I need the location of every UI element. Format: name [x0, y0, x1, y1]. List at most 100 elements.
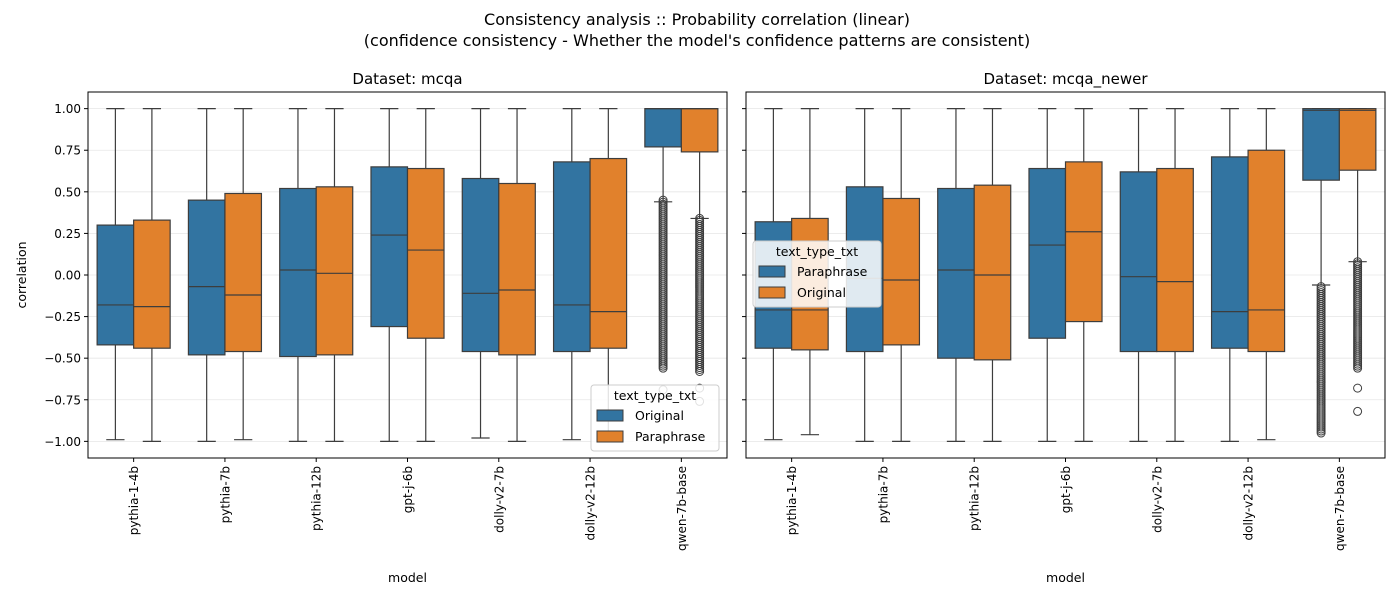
box-paraphrase-pythia-7b: [224, 108, 263, 441]
box-paraphrase-qwen-7b-base: [1302, 108, 1340, 438]
legend-entry-original: Original: [635, 408, 684, 423]
x-tick-label: gpt-j-6b: [1059, 466, 1073, 513]
box-original-dolly-v2-7b: [461, 108, 500, 439]
x-tick-label: qwen-7b-base: [1333, 466, 1347, 551]
x-tick-label: pythia-1-4b: [785, 466, 799, 535]
x-tick-label: dolly-v2-12b: [1242, 466, 1256, 540]
box-paraphrase-gpt-j-6b: [1028, 108, 1067, 442]
box-original-pythia-12b: [973, 108, 1012, 442]
legend-entry-paraphrase: Paraphrase: [797, 264, 868, 279]
box-original-dolly-v2-12b: [1247, 108, 1286, 441]
outlier-point: [1353, 257, 1363, 267]
box-body: [589, 157, 628, 349]
box-body: [1156, 167, 1194, 353]
box-paraphrase-dolly-v2-12b: [1210, 108, 1249, 442]
legend-swatch-original: [596, 409, 624, 422]
y-tick-label: −0.75: [44, 393, 81, 407]
box-body: [1302, 108, 1340, 181]
box-paraphrase-pythia-12b: [937, 108, 975, 442]
box-original-qwen-7b-base: [644, 108, 682, 395]
y-tick-label: 1.00: [54, 102, 81, 116]
box-original-pythia-7b: [187, 108, 226, 442]
box-paraphrase-gpt-j-6b: [406, 108, 445, 442]
legend-title: text_type_txt: [614, 388, 696, 403]
box-paraphrase-pythia-1-4b: [133, 108, 171, 442]
y-tick-label: 0.75: [54, 144, 81, 158]
box-body: [1119, 171, 1158, 353]
x-axis-label: model: [388, 570, 427, 585]
outlier-point: [1353, 406, 1363, 416]
box-paraphrase-dolly-v2-12b: [589, 108, 628, 442]
box-original-dolly-v2-12b: [552, 108, 591, 441]
box-body: [315, 186, 354, 356]
box-body: [1210, 156, 1249, 349]
x-tick-label: dolly-v2-7b: [492, 466, 506, 533]
box-original-pythia-1-4b: [96, 108, 135, 441]
panel-title: Dataset: mcqa_newer: [983, 70, 1148, 89]
box-body: [1338, 108, 1377, 171]
x-tick-label: pythia-7b: [876, 466, 890, 523]
box-original-dolly-v2-7b: [1156, 108, 1194, 442]
box-body: [552, 161, 591, 353]
x-tick-label: pythia-12b: [968, 466, 982, 531]
x-tick-label: dolly-v2-7b: [1150, 466, 1164, 533]
legend-swatch-original: [758, 286, 786, 299]
box-body: [370, 166, 409, 328]
box-original-pythia-7b: [882, 108, 921, 442]
box-body: [498, 182, 536, 356]
legend-entry-paraphrase: Paraphrase: [635, 429, 706, 444]
box-body: [1064, 161, 1103, 323]
legend: text_type_txt Original Paraphrase: [590, 384, 720, 452]
legend-swatch-paraphrase: [758, 265, 786, 278]
panel-1: −1.00 −0.75 −0.50 −0.25 0.00 0.25 0.50 0.75 1.00…: [14, 70, 728, 585]
box-paraphrase-dolly-v2-7b: [1119, 108, 1158, 442]
box-body: [973, 184, 1012, 361]
box-paraphrase-qwen-7b-base: [680, 108, 719, 406]
box-body: [96, 224, 135, 346]
box-original-gpt-j-6b: [370, 108, 409, 442]
box-body: [461, 177, 500, 353]
x-tick-label: gpt-j-6b: [401, 466, 415, 513]
legend-swatch-paraphrase: [596, 430, 624, 443]
box-body: [882, 197, 921, 346]
box-original-pythia-12b: [279, 108, 317, 442]
x-tick-label: pythia-12b: [310, 466, 324, 531]
box-body: [680, 108, 719, 153]
box-body: [1247, 149, 1286, 353]
figure-title-line1: Consistency analysis :: Probability corr…: [484, 10, 910, 29]
box-body: [279, 187, 317, 358]
x-tick-label: qwen-7b-base: [675, 466, 689, 551]
box-paraphrase-dolly-v2-7b: [498, 108, 536, 442]
panels: −1.00 −0.75 −0.50 −0.25 0.00 0.25 0.50 0.75 1.00…: [14, 70, 1386, 585]
legend-title: text_type_txt: [776, 244, 858, 259]
box-body: [187, 199, 226, 356]
box-body: [224, 192, 263, 353]
legend-entry-original: Original: [797, 285, 846, 300]
box-paraphrase-pythia-12b: [315, 108, 354, 442]
y-axis-label: correlation: [14, 241, 29, 308]
y-tick-label: 0.25: [54, 227, 81, 241]
figure-title-line2: (confidence consistency - Whether the mo…: [364, 31, 1030, 50]
box-body: [133, 219, 171, 349]
box-body: [937, 187, 975, 359]
outlier-point: [695, 213, 705, 223]
panel-2: pythia-1-4b pythia-7b pythia-12b gpt-j-6b do…: [742, 70, 1386, 585]
y-tick-label: −0.25: [44, 310, 81, 324]
outlier-point: [658, 195, 668, 205]
y-tick-label: 0.50: [54, 185, 81, 199]
box-original-qwen-7b-base: [1338, 108, 1377, 416]
outlier-point: [1316, 282, 1326, 292]
y-tick-label: 0.00: [54, 269, 81, 283]
y-tick-label: −0.50: [44, 352, 81, 366]
y-tick-label: −1.00: [44, 435, 81, 449]
x-tick-label: pythia-7b: [218, 466, 232, 523]
box-body: [644, 108, 682, 148]
legend: text_type_txt Paraphrase Original: [752, 240, 882, 308]
box-body: [406, 167, 445, 339]
x-axis-label: model: [1046, 570, 1085, 585]
box-original-gpt-j-6b: [1064, 108, 1103, 442]
outlier-point: [1353, 383, 1363, 393]
panel-title: Dataset: mcqa: [352, 70, 462, 88]
x-tick-label: dolly-v2-12b: [584, 466, 598, 540]
